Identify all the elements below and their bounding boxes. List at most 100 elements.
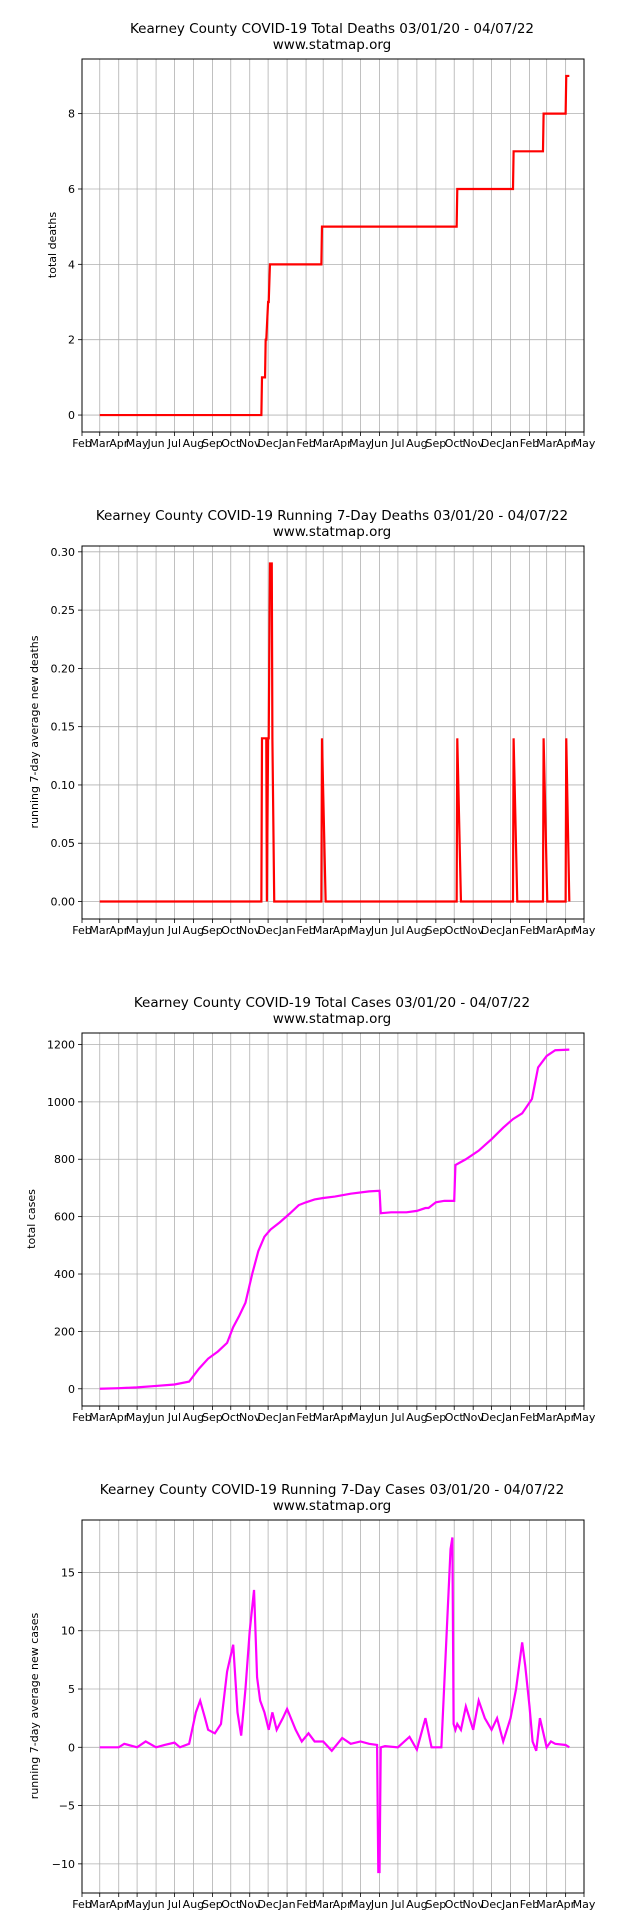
y-tick-label: 0.05 <box>51 837 76 850</box>
x-tick-label: Apr <box>556 924 576 937</box>
x-tick-label: Sep <box>425 1411 446 1424</box>
y-tick-label: 400 <box>54 1268 75 1281</box>
grid-lines <box>81 1520 585 1893</box>
x-tick-label: Apr <box>333 1411 353 1424</box>
x-tick-label: Feb <box>72 437 91 450</box>
x-tick-label: Dec <box>257 1411 278 1424</box>
x-tick-label: Feb <box>72 924 91 937</box>
x-tick-label: Oct <box>445 924 465 937</box>
x-tick-label: Aug <box>183 1898 204 1911</box>
x-tick-label: Dec <box>481 924 502 937</box>
x-tick-label: Feb <box>296 1411 315 1424</box>
x-tick-label: Jul <box>167 924 181 937</box>
axes-frame <box>81 1032 585 1407</box>
x-tick-label: Apr <box>109 924 129 937</box>
y-tick-label: 1000 <box>47 1096 75 1109</box>
plot-area <box>99 1048 570 1390</box>
x-tick-label: Apr <box>333 437 353 450</box>
x-tick-label: Aug <box>183 437 204 450</box>
series-line <box>99 562 571 903</box>
y-tick-label: 1200 <box>47 1038 75 1051</box>
y-tick-label: −10 <box>52 1858 75 1871</box>
x-tick-label: Nov <box>239 437 261 450</box>
x-tick-label: May <box>573 1411 596 1424</box>
x-tick-label: Feb <box>72 1411 91 1424</box>
x-tick-label: May <box>126 1411 149 1424</box>
x-tick-label: Aug <box>406 1898 427 1911</box>
x-tick-label: Nov <box>239 1898 261 1911</box>
y-tick-label: 0 <box>68 1383 75 1396</box>
x-tick-label: Apr <box>556 1411 576 1424</box>
x-tick-label: Oct <box>221 1898 241 1911</box>
y-tick-label: 15 <box>61 1566 75 1579</box>
y-axis-ticks: −10 −5 0 5 10 15 <box>52 1566 82 1871</box>
x-tick-label: Nov <box>462 437 484 450</box>
axes-frame <box>81 545 585 920</box>
y-tick-label: 800 <box>54 1153 75 1166</box>
x-tick-label: Feb <box>520 437 539 450</box>
x-tick-label: Feb <box>520 1411 539 1424</box>
chart-panel-running-deaths: Kearney County COVID-19 Running 7-Day De… <box>28 508 596 937</box>
x-tick-label: Oct <box>445 437 465 450</box>
x-tick-label: Jul <box>390 1898 404 1911</box>
x-tick-label: Sep <box>202 924 223 937</box>
x-tick-label: Mar <box>536 924 557 937</box>
y-tick-label: 0.25 <box>51 604 76 617</box>
y-tick-label: 0.00 <box>51 896 76 909</box>
x-tick-label: Mar <box>536 1411 557 1424</box>
y-tick-label: 0.20 <box>51 662 76 675</box>
x-tick-label: May <box>126 924 149 937</box>
chart-title: Kearney County COVID-19 Running 7-Day Ca… <box>100 1482 564 1498</box>
chart-subtitle: www.statmap.org <box>273 524 392 540</box>
x-tick-label: Dec <box>481 437 502 450</box>
x-tick-label: Sep <box>425 924 446 937</box>
y-tick-label: 0.10 <box>51 779 76 792</box>
x-tick-label: Mar <box>89 1411 110 1424</box>
x-tick-label: Apr <box>109 1411 129 1424</box>
x-tick-label: Mar <box>536 437 557 450</box>
x-tick-label: Feb <box>296 1898 315 1911</box>
x-tick-label: Dec <box>481 1898 502 1911</box>
y-tick-label: 0 <box>68 1741 75 1754</box>
grid-lines <box>81 546 585 919</box>
x-tick-label: Aug <box>183 1411 204 1424</box>
x-tick-label: May <box>349 1898 372 1911</box>
x-tick-label: Oct <box>221 1411 241 1424</box>
x-tick-label: Aug <box>183 924 204 937</box>
series-line <box>99 74 570 417</box>
x-tick-label: Dec <box>481 1411 502 1424</box>
chart-panel-total-deaths: Kearney County COVID-19 Total Deaths 03/… <box>46 21 596 450</box>
x-tick-label: Dec <box>257 1898 278 1911</box>
x-tick-label: Jan <box>501 437 519 450</box>
x-tick-label: Jan <box>501 1411 519 1424</box>
x-tick-label: Aug <box>406 437 427 450</box>
axes-frame <box>81 58 585 433</box>
chart-title: Kearney County COVID-19 Total Deaths 03/… <box>130 21 534 37</box>
x-tick-label: May <box>349 1411 372 1424</box>
x-tick-label: Jul <box>390 1411 404 1424</box>
y-tick-label: 600 <box>54 1211 75 1224</box>
x-tick-label: May <box>126 437 149 450</box>
x-tick-label: Jun <box>370 1898 388 1911</box>
x-tick-label: Apr <box>556 437 576 450</box>
series-line <box>99 1048 570 1390</box>
x-tick-label: Apr <box>333 1898 353 1911</box>
x-tick-label: Mar <box>313 1411 334 1424</box>
plot-area <box>99 1537 570 1874</box>
y-axis-label: running 7-day average new deaths <box>28 635 41 828</box>
x-tick-label: Jul <box>390 437 404 450</box>
y-tick-label: 6 <box>68 183 75 196</box>
y-tick-label: 4 <box>68 258 75 271</box>
y-axis-label: running 7-day average new cases <box>28 1613 41 1800</box>
x-tick-label: May <box>349 924 372 937</box>
x-tick-label: Dec <box>257 437 278 450</box>
x-tick-label: Oct <box>221 924 241 937</box>
x-tick-label: Aug <box>406 924 427 937</box>
x-tick-label: Aug <box>406 1411 427 1424</box>
x-tick-label: Jan <box>278 1898 296 1911</box>
x-tick-label: Mar <box>89 1898 110 1911</box>
x-tick-label: Apr <box>556 1898 576 1911</box>
x-tick-label: Jul <box>167 1898 181 1911</box>
